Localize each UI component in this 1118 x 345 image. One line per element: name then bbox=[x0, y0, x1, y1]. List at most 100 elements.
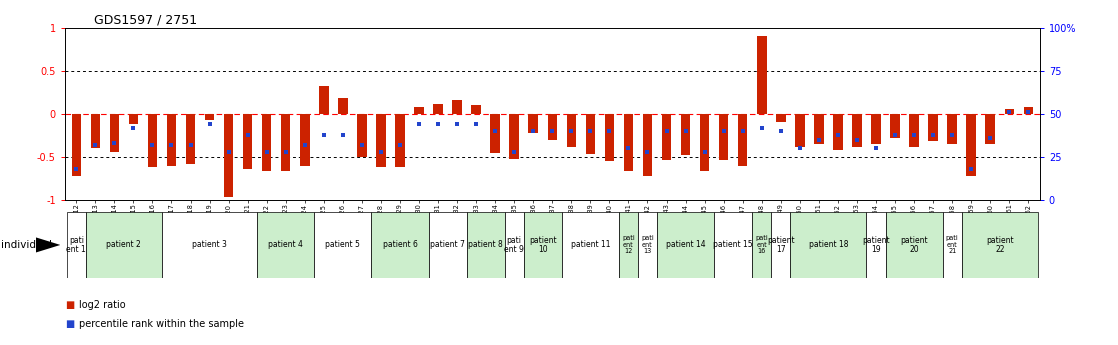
Bar bbox=[357, 114, 367, 157]
Text: patient
20: patient 20 bbox=[900, 236, 928, 254]
Bar bbox=[224, 114, 234, 197]
Bar bbox=[1024, 107, 1033, 114]
Bar bbox=[866, 212, 885, 278]
Bar bbox=[453, 100, 462, 114]
Bar bbox=[681, 114, 690, 155]
Bar bbox=[428, 212, 466, 278]
Bar bbox=[909, 114, 919, 147]
Bar bbox=[662, 114, 671, 160]
Bar bbox=[714, 212, 752, 278]
Text: patient 18: patient 18 bbox=[808, 240, 849, 249]
Bar bbox=[491, 114, 500, 152]
Bar bbox=[510, 114, 519, 159]
Bar bbox=[795, 114, 805, 147]
Text: patient
17: patient 17 bbox=[767, 236, 795, 254]
Text: patient 7: patient 7 bbox=[430, 240, 465, 249]
Bar bbox=[871, 114, 881, 144]
Bar bbox=[523, 212, 562, 278]
Text: log2 ratio: log2 ratio bbox=[79, 300, 126, 310]
Text: individual: individual bbox=[1, 240, 53, 250]
Bar bbox=[319, 86, 329, 114]
Bar bbox=[619, 212, 638, 278]
Bar bbox=[928, 114, 938, 141]
Bar bbox=[776, 114, 786, 122]
Text: GDS1597 / 2751: GDS1597 / 2751 bbox=[94, 13, 197, 27]
Bar bbox=[890, 114, 900, 138]
Text: patient 3: patient 3 bbox=[192, 240, 227, 249]
Bar bbox=[643, 114, 652, 176]
Text: pati
ent
16: pati ent 16 bbox=[756, 235, 768, 255]
Text: patient 15: patient 15 bbox=[713, 240, 754, 249]
Bar bbox=[110, 114, 120, 152]
Bar bbox=[281, 114, 291, 171]
Bar bbox=[186, 114, 196, 164]
Text: patient 8: patient 8 bbox=[468, 240, 503, 249]
Bar bbox=[67, 212, 86, 278]
Bar bbox=[257, 212, 314, 278]
Bar bbox=[757, 36, 767, 114]
Bar bbox=[605, 114, 614, 161]
Text: pati
ent 1: pati ent 1 bbox=[66, 236, 86, 254]
Text: patient 6: patient 6 bbox=[382, 240, 417, 249]
Bar bbox=[833, 114, 843, 150]
Bar bbox=[504, 212, 523, 278]
Bar bbox=[966, 114, 976, 176]
Bar bbox=[985, 114, 995, 144]
Text: patient
19: patient 19 bbox=[862, 236, 890, 254]
Bar bbox=[961, 212, 1038, 278]
Bar bbox=[415, 107, 424, 114]
Text: pati
ent 9: pati ent 9 bbox=[504, 236, 524, 254]
Bar bbox=[529, 114, 538, 133]
Bar bbox=[548, 114, 557, 140]
Bar bbox=[338, 98, 348, 114]
Bar bbox=[72, 114, 80, 176]
Bar bbox=[472, 105, 481, 114]
Bar bbox=[586, 114, 595, 154]
Bar bbox=[129, 114, 139, 124]
Text: ■: ■ bbox=[65, 300, 74, 310]
Bar bbox=[300, 114, 310, 166]
Text: pati
ent
13: pati ent 13 bbox=[641, 235, 654, 255]
Bar bbox=[752, 212, 771, 278]
Bar bbox=[162, 212, 257, 278]
Bar bbox=[148, 114, 158, 167]
Text: patient 4: patient 4 bbox=[268, 240, 303, 249]
Bar bbox=[942, 212, 961, 278]
Bar bbox=[314, 212, 371, 278]
Text: patient 11: patient 11 bbox=[570, 240, 610, 249]
Bar bbox=[562, 212, 619, 278]
Bar bbox=[638, 212, 657, 278]
Bar bbox=[376, 114, 386, 167]
Bar bbox=[86, 212, 162, 278]
Bar bbox=[567, 114, 576, 147]
Text: percentile rank within the sample: percentile rank within the sample bbox=[79, 319, 245, 329]
Bar bbox=[700, 114, 710, 171]
Text: patient 14: patient 14 bbox=[665, 240, 705, 249]
Bar bbox=[885, 212, 942, 278]
Text: patient 2: patient 2 bbox=[106, 240, 141, 249]
Bar bbox=[852, 114, 862, 147]
Bar bbox=[466, 212, 504, 278]
Bar bbox=[205, 114, 215, 120]
Text: pati
ent
21: pati ent 21 bbox=[946, 235, 958, 255]
Bar bbox=[814, 114, 824, 144]
Polygon shape bbox=[36, 237, 60, 253]
Bar bbox=[624, 114, 633, 171]
Text: pati
ent
12: pati ent 12 bbox=[622, 235, 635, 255]
Text: ■: ■ bbox=[65, 319, 74, 329]
Bar bbox=[1004, 109, 1014, 114]
Bar bbox=[395, 114, 405, 167]
Bar bbox=[262, 114, 272, 171]
Bar bbox=[657, 212, 714, 278]
Bar bbox=[738, 114, 748, 166]
Bar bbox=[167, 114, 177, 166]
Text: patient 5: patient 5 bbox=[325, 240, 360, 249]
Text: patient
10: patient 10 bbox=[529, 236, 557, 254]
Bar bbox=[371, 212, 428, 278]
Bar bbox=[719, 114, 729, 160]
Bar bbox=[243, 114, 253, 169]
Bar bbox=[434, 104, 443, 114]
Bar bbox=[947, 114, 957, 144]
Bar bbox=[790, 212, 866, 278]
Bar bbox=[91, 114, 101, 148]
